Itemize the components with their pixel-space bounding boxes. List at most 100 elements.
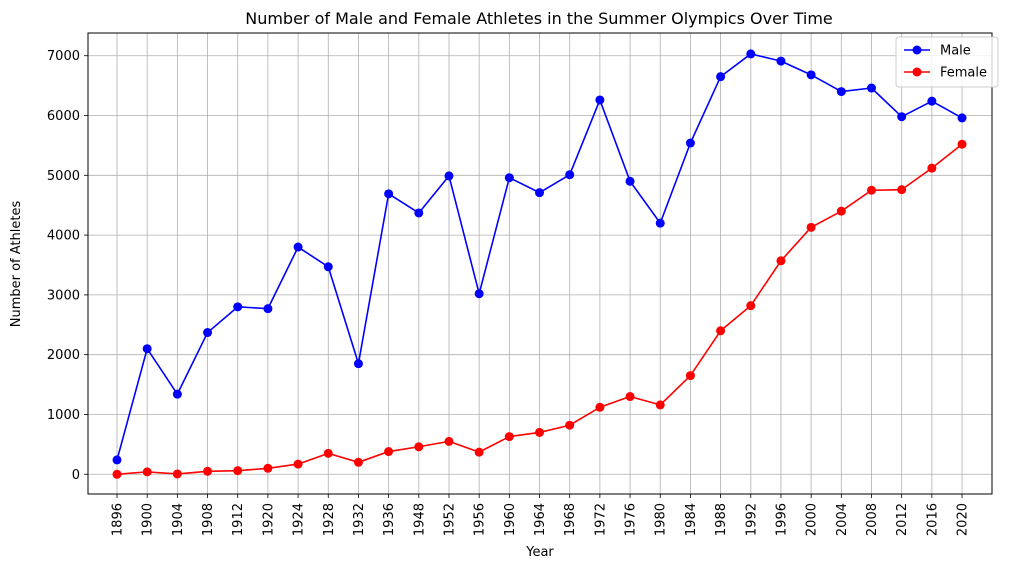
legend-female-marker xyxy=(912,67,922,77)
x-tick-label: 1968 xyxy=(563,503,578,536)
x-tick-label: 1948 xyxy=(412,503,427,536)
x-tick-label: 1932 xyxy=(352,503,367,536)
x-tick-label: 1900 xyxy=(141,503,156,536)
x-tick-label: 1936 xyxy=(382,503,397,536)
x-tick-label: 1928 xyxy=(322,503,337,536)
data-point-male xyxy=(444,171,454,181)
data-point-male xyxy=(867,83,876,93)
x-tick-label: 1988 xyxy=(714,503,729,536)
x-tick-label: 1996 xyxy=(774,503,789,536)
y-tick-label: 5000 xyxy=(47,169,80,184)
series-group xyxy=(112,49,967,479)
x-tick-label: 2008 xyxy=(865,503,880,536)
x-tick-label: 1980 xyxy=(654,503,669,536)
data-point-male xyxy=(957,113,967,123)
x-tick-label: 1956 xyxy=(473,503,488,536)
data-point-male xyxy=(927,96,937,106)
data-point-female xyxy=(836,206,846,216)
data-point-male xyxy=(474,289,484,299)
data-point-male xyxy=(172,389,182,399)
y-tick-label: 0 xyxy=(72,468,80,483)
x-tick-label: 1908 xyxy=(201,503,216,536)
data-point-male xyxy=(233,302,243,312)
y-axis-label: Number of Athletes xyxy=(9,201,24,328)
data-point-male xyxy=(625,176,635,186)
data-point-female xyxy=(716,326,726,336)
data-point-female xyxy=(203,466,213,476)
data-point-female xyxy=(927,163,937,173)
x-tick-label: 2012 xyxy=(895,503,910,536)
x-tick-label: 1920 xyxy=(261,503,276,536)
x-tick-label: 1904 xyxy=(171,503,186,536)
data-point-male xyxy=(263,304,273,314)
data-point-female xyxy=(535,427,545,437)
y-tick-label: 3000 xyxy=(47,288,80,303)
data-point-male xyxy=(203,328,213,338)
data-point-male xyxy=(655,218,665,228)
y-tick-label: 1000 xyxy=(47,408,80,423)
data-point-female xyxy=(414,442,424,452)
data-point-male xyxy=(716,72,726,82)
y-tick-label: 4000 xyxy=(47,229,80,244)
data-point-female xyxy=(384,447,394,457)
data-point-male xyxy=(836,87,846,97)
legend-male-label: Male xyxy=(940,44,971,59)
data-point-male xyxy=(535,188,545,198)
x-tick-label: 1976 xyxy=(624,503,639,536)
data-point-female xyxy=(504,432,514,442)
x-axis-ticks: 1896 1900 1904 1908 1912 1920 1924 1928 1932 1936… xyxy=(111,494,971,536)
data-point-female xyxy=(776,256,786,266)
data-point-female xyxy=(957,139,967,149)
data-point-female xyxy=(685,371,695,381)
y-tick-label: 6000 xyxy=(47,109,80,124)
data-point-male xyxy=(353,359,363,369)
x-tick-label: 1896 xyxy=(111,503,126,536)
x-tick-label: 1924 xyxy=(292,503,307,536)
chart-title: Number of Male and Female Athletes in th… xyxy=(245,9,833,28)
grid xyxy=(88,33,992,494)
data-point-male xyxy=(685,138,695,148)
data-point-female xyxy=(172,469,182,479)
data-point-male xyxy=(293,242,303,252)
data-point-male xyxy=(384,189,394,199)
x-tick-label: 1960 xyxy=(503,503,518,536)
data-point-female xyxy=(353,457,363,467)
x-tick-label: 2016 xyxy=(925,503,940,536)
data-point-female xyxy=(233,466,243,476)
x-tick-label: 1912 xyxy=(231,503,246,536)
data-point-female xyxy=(142,467,152,477)
data-point-female xyxy=(323,448,333,458)
x-tick-label: 1972 xyxy=(593,503,608,536)
x-axis-label: Year xyxy=(525,545,554,560)
x-tick-label: 1992 xyxy=(744,503,759,536)
data-point-female xyxy=(655,400,665,410)
y-axis-ticks: 0 1000 2000 3000 4000 5000 6000 7000 xyxy=(47,49,88,483)
data-point-male xyxy=(112,455,122,465)
data-point-male xyxy=(806,70,816,80)
data-point-male xyxy=(897,112,907,122)
x-tick-label: 1952 xyxy=(442,503,457,536)
y-tick-label: 2000 xyxy=(47,348,80,363)
x-tick-label: 2000 xyxy=(805,503,820,536)
data-point-male xyxy=(323,262,333,272)
data-point-male xyxy=(565,170,575,180)
data-point-male xyxy=(746,49,756,59)
data-point-female xyxy=(293,459,303,469)
plot-area-frame xyxy=(87,32,993,495)
x-tick-label: 1984 xyxy=(684,503,699,536)
data-point-female xyxy=(746,301,756,311)
x-tick-label: 2020 xyxy=(956,503,971,536)
data-point-female xyxy=(112,469,122,479)
data-point-male xyxy=(595,95,605,105)
data-point-male xyxy=(142,344,152,354)
data-point-female xyxy=(444,436,454,446)
data-point-male xyxy=(776,56,786,66)
data-point-female xyxy=(625,392,635,402)
y-tick-label: 7000 xyxy=(47,49,80,64)
data-point-female xyxy=(263,463,273,473)
data-point-female xyxy=(595,402,605,412)
data-point-female xyxy=(897,185,907,195)
data-point-male xyxy=(504,173,514,183)
x-tick-label: 2004 xyxy=(835,503,850,536)
